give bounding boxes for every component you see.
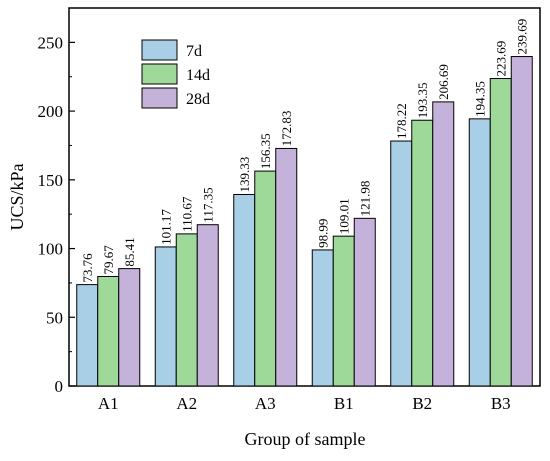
data-label-14d-A1: 79.67 [101, 245, 116, 275]
legend-label-14d: 14d [186, 67, 210, 84]
bar-7d-B2 [390, 140, 413, 387]
data-label-7d-B3: 194.35 [473, 81, 488, 117]
y-axis: 0 50 100 150 200 250 [38, 33, 75, 396]
data-label-28d-B3: 239.69 [515, 19, 530, 55]
data-label-28d-A3: 172.83 [279, 111, 294, 147]
bar-14d-A1 [97, 275, 120, 387]
bar-28d-B3 [510, 56, 533, 387]
y-axis-title: UCS/kPa [7, 163, 27, 230]
data-label-28d-A1: 85.41 [122, 237, 137, 266]
data-label-14d-A3: 156.35 [258, 133, 273, 169]
data-label-14d-B1: 109.01 [337, 198, 352, 234]
bar-14d-A3 [254, 170, 277, 387]
x-tick-label: A2 [176, 394, 197, 413]
bar-14d-B1 [332, 235, 355, 387]
bar-28d-A2 [196, 224, 219, 387]
bars [76, 56, 533, 387]
data-label-28d-B2: 206.69 [436, 64, 451, 100]
legend-label-7d: 7d [186, 43, 202, 60]
y-tick-label: 50 [46, 308, 63, 327]
x-axis-title: Group of sample [245, 429, 366, 449]
y-tick-label: 100 [38, 240, 64, 259]
x-tick-label: A3 [255, 394, 276, 413]
legend-label-28d: 28d [186, 91, 210, 108]
bar-28d-A1 [118, 268, 141, 387]
data-label-14d-B3: 223.69 [494, 41, 509, 77]
plot-frame [68, 7, 541, 387]
bar-14d-B2 [411, 119, 434, 387]
legend-swatch-7d [141, 39, 178, 61]
bar-7d-A2 [154, 246, 177, 387]
data-label-14d-A2: 110.67 [180, 196, 195, 232]
y-tick-label: 0 [55, 377, 64, 396]
data-label-7d-B1: 98.99 [316, 219, 331, 248]
data-label-7d-A3: 139.33 [237, 157, 252, 193]
data-label-28d-B1: 121.98 [358, 181, 373, 217]
y-tick-label: 150 [38, 171, 64, 190]
bar-14d-A2 [175, 233, 198, 387]
bar-28d-B2 [432, 101, 455, 387]
x-axis: A1 A2 A3 B1 B2 B3 [98, 380, 511, 413]
bar-28d-A3 [275, 147, 298, 387]
legend: 7d 14d 28d [141, 39, 210, 109]
data-label-28d-A2: 117.35 [201, 187, 216, 222]
bar-7d-B3 [468, 118, 491, 387]
data-labels: 73.76 79.67 85.41 101.17 110.67 117.35 139.33 1… [80, 19, 530, 283]
legend-swatch-14d [141, 63, 178, 85]
bar-14d-B3 [489, 78, 512, 387]
x-tick-label: A1 [98, 394, 119, 413]
y-tick-label: 200 [38, 102, 64, 121]
bar-28d-B1 [353, 217, 376, 387]
legend-swatch-28d [141, 87, 178, 109]
bar-7d-B1 [311, 249, 334, 387]
bar-7d-A3 [233, 193, 256, 387]
x-tick-label: B1 [334, 394, 354, 413]
data-label-7d-A1: 73.76 [80, 253, 95, 283]
data-label-14d-B2: 193.35 [415, 82, 430, 118]
bar-7d-A1 [76, 284, 99, 387]
x-tick-label: B2 [412, 394, 432, 413]
y-tick-label: 250 [38, 33, 64, 52]
data-label-7d-B2: 178.22 [394, 103, 409, 139]
x-tick-label: B3 [491, 394, 511, 413]
data-label-7d-A2: 101.17 [159, 209, 174, 245]
